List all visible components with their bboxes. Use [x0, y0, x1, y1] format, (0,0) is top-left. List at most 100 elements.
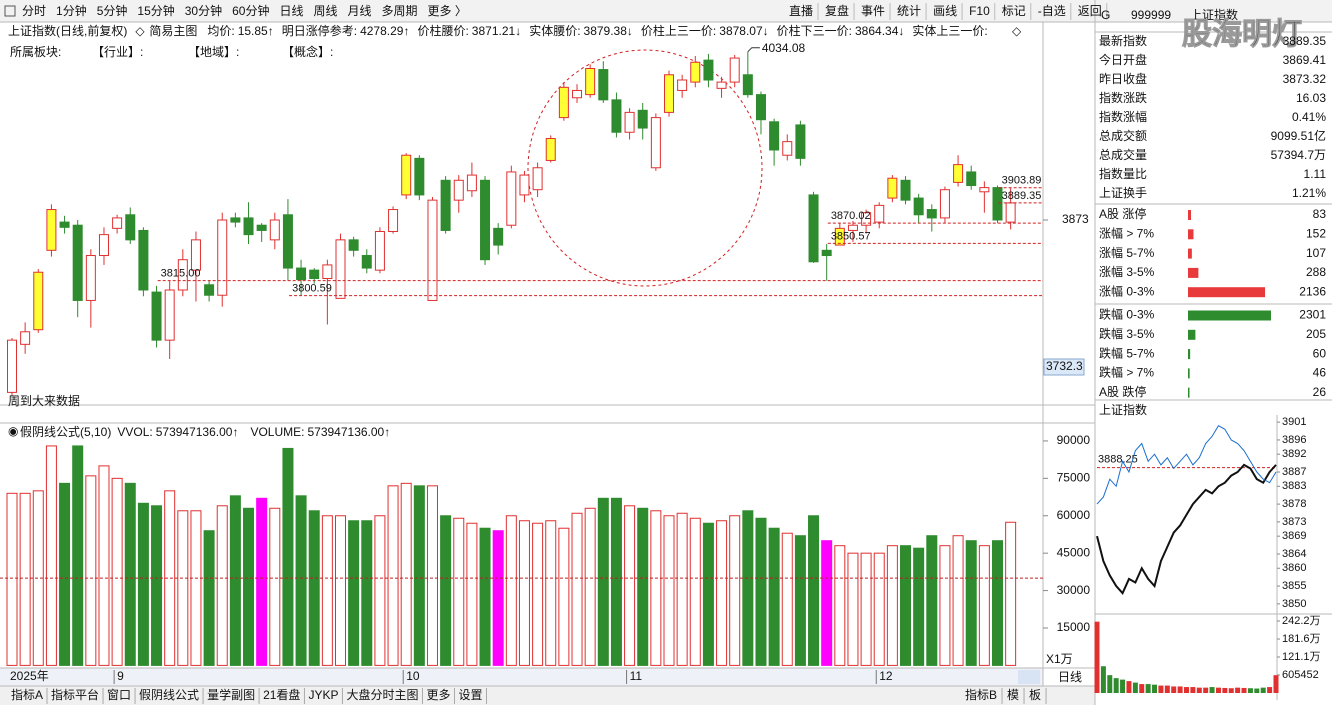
period-tab[interactable]: 多周期: [382, 4, 418, 18]
volume-bar: [702, 522, 714, 666]
volume-bar: [978, 545, 990, 666]
intraday-volume: [1158, 685, 1164, 693]
volume-bar: [243, 507, 255, 666]
intraday-volume: [1260, 687, 1266, 693]
scroll-button[interactable]: [1018, 670, 1040, 684]
volume-bar: [190, 510, 202, 666]
period-tab[interactable]: 月线: [348, 4, 372, 18]
intraday-volume: [1177, 686, 1183, 693]
panel-watermark: 股海明灯: [1182, 18, 1302, 51]
info-label: 实体上三一价:: [912, 23, 987, 38]
quote-value: 16.03: [1296, 91, 1326, 105]
candle-body: [282, 214, 293, 269]
breadth-value: 107: [1306, 246, 1326, 260]
bottom-tab[interactable]: 指标A: [11, 687, 43, 702]
candle-body: [808, 194, 819, 263]
volume-bar: [729, 515, 741, 666]
mini-y-label: 3887: [1282, 466, 1306, 478]
legend-label: VVOL:: [117, 425, 152, 439]
period-tab[interactable]: 30分钟: [185, 3, 222, 18]
mini-y-label: 3896: [1282, 434, 1306, 446]
volume-bar: [518, 520, 530, 666]
tool-button[interactable]: 标记: [1002, 4, 1026, 18]
tool-button[interactable]: F10: [969, 4, 990, 18]
candle-body: [664, 74, 674, 113]
period-tab[interactable]: 分时: [22, 4, 46, 18]
circle-icon[interactable]: ◉: [8, 424, 18, 438]
volume-bar: [716, 520, 728, 666]
intraday-volume: [1228, 688, 1234, 693]
bottom-tab[interactable]: 大盘分时主图: [346, 687, 418, 702]
bottom-tab[interactable]: JYKP: [308, 688, 338, 702]
date-label: 12: [879, 669, 893, 683]
volume-title: 假阴线公式(5,10): [20, 425, 111, 439]
candle-body: [979, 187, 990, 193]
period-tab[interactable]: 1分钟: [56, 3, 87, 18]
diamond-icon[interactable]: ◇: [1012, 24, 1022, 38]
candle-body: [690, 61, 701, 83]
tool-button[interactable]: 复盘: [825, 3, 849, 18]
bottom-tab[interactable]: 指标平台: [51, 687, 99, 702]
tool-button[interactable]: 直播: [789, 4, 813, 18]
quote-label: 指数量比: [1099, 166, 1147, 181]
candle-body: [782, 141, 793, 156]
volume-bar: [860, 552, 872, 666]
date-label: 11: [630, 669, 643, 683]
candle-body: [519, 174, 530, 196]
breadth-value: 2301: [1299, 308, 1326, 322]
bottom-tab[interactable]: 21看盘: [263, 687, 300, 702]
code: 999999: [1131, 8, 1171, 22]
period-tab[interactable]: 周线: [313, 4, 337, 18]
candle-body: [296, 267, 307, 281]
mini-title: 上证指数: [1099, 402, 1147, 417]
volume-bar: [98, 465, 110, 666]
menu-icon[interactable]: [4, 5, 16, 17]
bottom-tab[interactable]: 指标B: [965, 687, 997, 702]
volume-bar: [216, 505, 228, 666]
intraday-volume: [1113, 678, 1119, 693]
intraday-line: [1096, 425, 1277, 505]
volume-bar: [689, 517, 701, 666]
bottom-tab[interactable]: 板: [1029, 688, 1041, 702]
breadth-label: 跌幅 0-3%: [1099, 307, 1155, 322]
info-label: 价柱腰价:: [417, 23, 468, 38]
candle-body: [821, 249, 832, 257]
candle-body: [85, 255, 96, 301]
volume-bar: [939, 545, 951, 666]
y-tick-label: 15000: [1057, 620, 1091, 634]
bottom-tab[interactable]: 设置: [458, 688, 482, 702]
tool-button[interactable]: 画线: [933, 4, 957, 18]
intraday-volume: [1247, 688, 1253, 693]
y-tick-label: 60000: [1057, 508, 1091, 522]
template-name: 简易主图: [149, 24, 197, 38]
quote-value: 57394.7万: [1271, 148, 1326, 162]
volume-bar: [374, 515, 386, 666]
annotation-pointer: [747, 47, 760, 53]
volume-bar: [308, 510, 320, 666]
mini-y-label: 3855: [1282, 580, 1306, 592]
volume-bar: [821, 540, 833, 666]
candle-body: [834, 227, 845, 246]
breadth-value: 46: [1313, 366, 1327, 380]
bottom-tab[interactable]: 更多: [426, 688, 450, 702]
tool-button[interactable]: 事件: [861, 4, 885, 18]
bottom-tab[interactable]: 窗口: [107, 688, 131, 702]
period-tab[interactable]: 更多 〉: [428, 4, 467, 18]
bottom-tab[interactable]: 量学副图: [207, 687, 255, 702]
candle-body: [703, 59, 714, 81]
info-value: 3879.38: [584, 24, 628, 38]
tool-button[interactable]: 统计: [897, 4, 921, 18]
period-label[interactable]: 日线: [1058, 670, 1082, 684]
period-tab[interactable]: 5分钟: [97, 3, 128, 18]
tool-button[interactable]: -自选: [1038, 4, 1066, 18]
period-tab[interactable]: 日线: [279, 4, 303, 18]
candle-body: [7, 339, 17, 393]
bottom-tab[interactable]: 假阴线公式: [139, 688, 199, 702]
tool-button[interactable]: 返回: [1078, 4, 1102, 18]
volume-bar: [900, 545, 912, 666]
period-tab[interactable]: 15分钟: [137, 3, 174, 18]
highlight-circle: [527, 49, 763, 287]
candle-body: [611, 99, 622, 133]
period-tab[interactable]: 60分钟: [232, 3, 269, 18]
bottom-tab[interactable]: 模: [1007, 688, 1019, 702]
